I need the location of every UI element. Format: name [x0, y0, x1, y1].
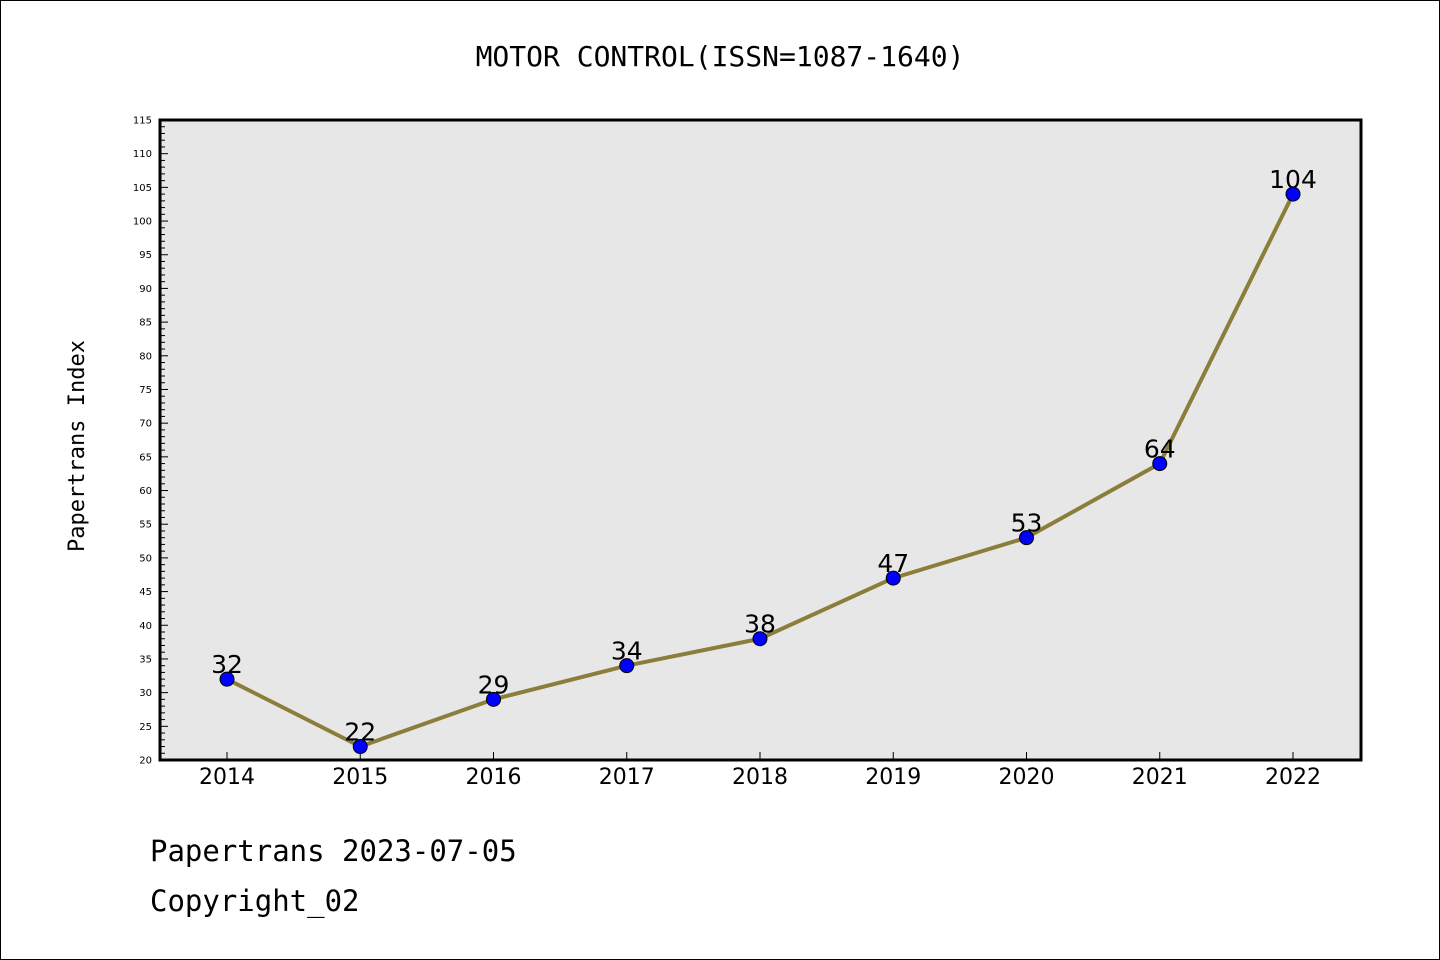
y-tick-label: 75	[139, 385, 152, 396]
chart-title: MOTOR CONTROL(ISSN=1087-1640)	[476, 40, 965, 73]
x-tick-label: 2018	[732, 765, 788, 790]
y-tick-label: 65	[139, 452, 152, 463]
y-tick-label: 30	[139, 688, 152, 699]
x-axis-ticks: 2014 2015 2016 2017 2018 2019 2020 2021 2022	[199, 752, 1321, 790]
y-tick-label: 40	[139, 621, 152, 632]
x-tick-label: 2019	[865, 765, 921, 790]
data-label: 32	[211, 650, 243, 679]
data-point	[1152, 456, 1168, 472]
data-point	[619, 658, 635, 674]
data-label: 47	[877, 549, 909, 578]
data-point	[1019, 530, 1034, 546]
y-axis-label: Papertrans Index	[65, 340, 90, 552]
footer-date: Papertrans 2023-07-05	[150, 834, 517, 868]
y-tick-label: 100	[133, 217, 152, 228]
data-point	[352, 739, 368, 755]
data-point	[885, 570, 901, 586]
y-tick-label: 20	[139, 756, 152, 767]
series-layer	[219, 186, 1301, 755]
y-tick-label: 105	[133, 183, 152, 194]
data-label: 22	[344, 718, 376, 747]
data-labels-layer: 32 22 29 34 38 47 53 64 104	[211, 165, 1317, 746]
x-tick-label: 2020	[999, 765, 1055, 790]
footer-copyright: Copyright_02	[150, 884, 360, 918]
y-tick-label: 25	[139, 722, 152, 733]
y-tick-label: 115	[133, 116, 152, 127]
y-tick-label: 45	[139, 587, 152, 598]
data-label: 38	[744, 610, 776, 639]
data-point	[1285, 186, 1301, 202]
x-tick-label: 2022	[1265, 765, 1321, 790]
y-tick-label: 50	[139, 553, 152, 564]
y-tick-label: 90	[139, 284, 152, 295]
x-tick-label: 2017	[599, 765, 655, 790]
y-tick-label: 110	[133, 149, 152, 160]
y-tick-label: 70	[139, 419, 152, 430]
y-tick-label: 60	[139, 486, 152, 497]
data-label: 34	[611, 637, 643, 666]
x-tick-label: 2014	[199, 765, 255, 790]
y-tick-label: 55	[139, 520, 152, 531]
y-tick-label: 95	[139, 250, 152, 261]
x-tick-label: 2015	[332, 765, 388, 790]
y-axis-ticks: 20 25 30 35 40 45 50 55 60 65 70 75 80 85 90 95 100 105 11…	[133, 116, 168, 767]
y-tick-label: 80	[139, 351, 152, 362]
data-point	[752, 631, 768, 647]
y-tick-label: 35	[139, 654, 152, 665]
x-tick-label: 2021	[1132, 765, 1188, 790]
y-tick-label: 85	[139, 318, 152, 329]
data-label: 29	[478, 670, 510, 699]
plot-area	[158, 118, 1363, 762]
data-label: 104	[1269, 165, 1317, 194]
data-point	[486, 691, 501, 707]
x-tick-label: 2016	[466, 765, 522, 790]
data-point	[219, 671, 235, 687]
data-label: 53	[1011, 509, 1043, 538]
data-label: 64	[1144, 435, 1176, 464]
